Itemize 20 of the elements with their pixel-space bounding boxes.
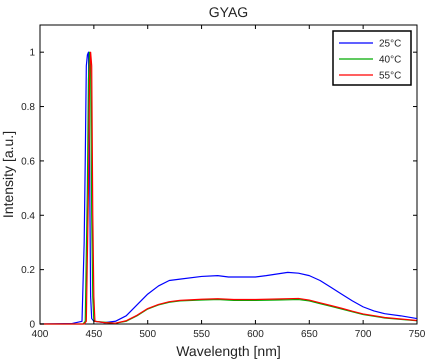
x-tick-label: 550 <box>193 329 210 340</box>
x-tick-label: 500 <box>139 329 156 340</box>
x-tick-label: 600 <box>247 329 264 340</box>
chart-title: GYAG <box>208 4 248 20</box>
y-tick-label: 0.2 <box>21 265 36 276</box>
y-axis-title: Intensity [a.u.] <box>0 130 16 218</box>
x-tick-label: 450 <box>86 329 103 340</box>
y-tick-label: 0.6 <box>21 156 36 168</box>
y-tick-label: 1 <box>29 48 36 59</box>
legend-label: 40°C <box>379 54 402 66</box>
x-tick-label: 400 <box>32 329 49 340</box>
x-tick-label: 750 <box>408 329 426 340</box>
x-tick-label: 650 <box>300 329 318 340</box>
x-tick-label: 700 <box>354 329 372 340</box>
y-tick-label: 0.8 <box>21 102 36 114</box>
legend-label: 25°C <box>379 38 402 50</box>
y-tick-label: 0 <box>29 320 36 330</box>
x-axis-title: Wavelength [nm] <box>176 343 281 359</box>
y-tick-label: 0.4 <box>21 210 36 222</box>
legend-label: 55°C <box>379 70 402 82</box>
